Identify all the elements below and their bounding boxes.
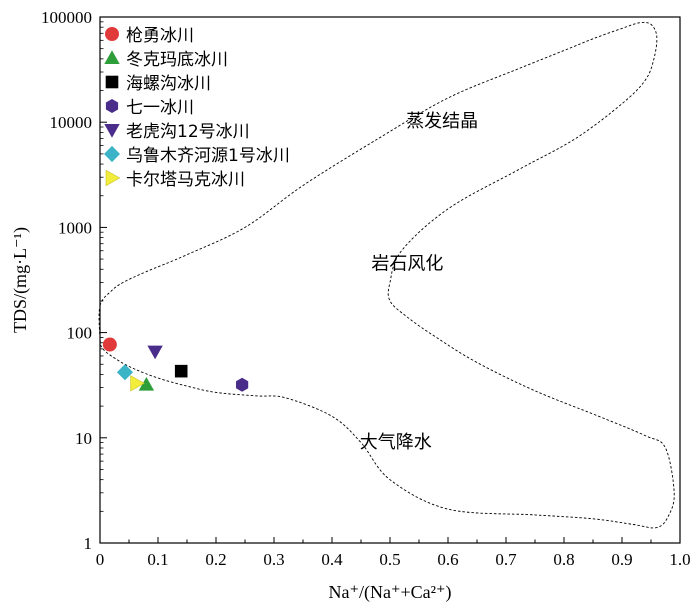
x-tick-label: 0.6	[437, 550, 458, 569]
region-boundary	[98, 21, 675, 529]
legend-marker	[104, 50, 120, 64]
plot-frame	[99, 16, 681, 544]
legend-marker	[105, 27, 119, 41]
x-tick-label: 0.1	[147, 550, 168, 569]
x-tick-label: 0.5	[379, 550, 400, 569]
data-point	[102, 337, 117, 352]
x-tick-label: 0.8	[553, 550, 574, 569]
axes: 0 0.1 0.2 0.3 0.4 0.5 0.6 0.7 0.8 0.9 1.0 1 10 100 100…	[41, 8, 691, 569]
y-tick-label: 100000	[41, 8, 92, 27]
data-point	[116, 364, 133, 381]
data-point	[138, 377, 155, 391]
x-tick-label: 0	[96, 550, 105, 569]
legend-label: 枪勇冰川	[126, 26, 194, 46]
data-point	[236, 377, 249, 392]
legend-marker	[104, 124, 120, 138]
x-axis-label: Na⁺/(Na⁺+Ca²⁺)	[328, 582, 451, 603]
y-axis-label: TDS/(mg·L⁻¹)	[10, 227, 31, 333]
legend-marker	[104, 145, 120, 163]
legend-label: 乌鲁木齐河源1号冰川	[126, 146, 290, 166]
data-point	[174, 364, 188, 378]
legend-label: 海螺沟冰川	[126, 74, 211, 94]
data-point	[147, 345, 163, 360]
legend-marker	[105, 169, 121, 187]
data-points	[102, 337, 249, 392]
region-annotation: 岩石风化	[371, 253, 443, 274]
y-tick-label: 10000	[50, 113, 93, 132]
x-tick-label: 0.7	[495, 550, 517, 569]
legend: 枪勇冰川冬克玛底冰川海螺沟冰川七一冰川老虎沟12号冰川乌鲁木齐河源1号冰川卡尔塔…	[104, 26, 290, 190]
legend-label: 七一冰川	[126, 98, 194, 118]
region-annotation: 蒸发结晶	[406, 111, 478, 132]
y-tick-label: 1	[84, 534, 93, 553]
x-tick-label: 1.0	[669, 550, 690, 569]
x-tick-label: 0.9	[611, 550, 632, 569]
x-tick-label: 0.2	[205, 550, 226, 569]
legend-label: 冬克玛底冰川	[126, 50, 228, 70]
x-tick-label: 0.3	[263, 550, 284, 569]
y-tick-label: 10	[75, 429, 92, 448]
y-tick-label: 1000	[58, 218, 92, 237]
legend-label: 老虎沟12号冰川	[126, 122, 250, 142]
legend-marker	[105, 75, 119, 89]
data-point	[130, 375, 145, 392]
region-annotation: 大气降水	[360, 432, 432, 453]
legend-marker	[105, 99, 119, 113]
y-tick-label: 100	[67, 324, 93, 343]
legend-label: 卡尔塔马克冰川	[126, 170, 245, 190]
x-tick-label: 0.4	[321, 550, 343, 569]
